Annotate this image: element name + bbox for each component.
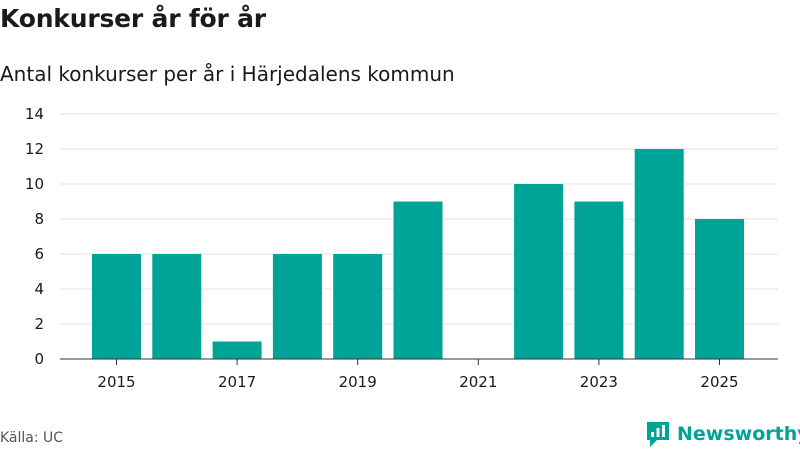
bar-2020 [393,201,443,359]
bar-2015 [92,254,141,359]
y-tick-label: 14 [25,105,44,123]
bar-2022 [514,184,564,359]
source-note: Källa: UC [0,430,64,446]
bar-2023 [574,201,624,359]
x-tick-label: 2023 [580,373,618,391]
bar-2024 [634,149,684,359]
bar-2016 [152,254,202,359]
y-tick-label: 0 [34,350,44,368]
y-tick-label: 2 [34,315,44,333]
newsworthy-logo-icon [647,422,669,447]
y-tick-label: 10 [25,175,44,193]
brand-name: Newsworthy [677,422,800,445]
chart-title: Konkurser år för år [0,4,266,33]
y-tick-label: 4 [34,280,44,298]
x-tick-label: 2019 [339,373,377,391]
bar-2019 [333,254,383,359]
y-tick-label: 6 [34,245,44,263]
brand-logo: Newsworthy [645,420,800,448]
x-tick-label: 2017 [218,373,256,391]
bar-2017 [212,341,262,359]
y-tick-label: 8 [34,210,44,228]
x-tick-label: 2021 [459,373,497,391]
x-tick-label: 2015 [97,373,135,391]
bar-2025 [695,219,744,359]
chart-subtitle: Antal konkurser per år i Härjedalens kom… [0,62,455,86]
bar-2018 [272,254,322,359]
x-tick-label: 2025 [700,373,738,391]
y-tick-label: 12 [25,140,44,158]
